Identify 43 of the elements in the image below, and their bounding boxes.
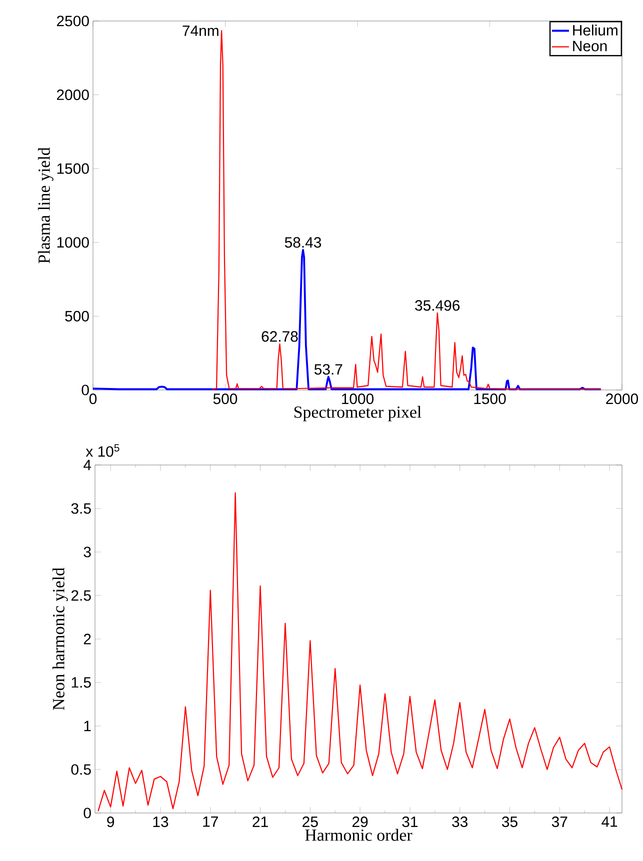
x-tick-label: 31 — [402, 816, 418, 828]
y-tick-label: 0 — [84, 808, 91, 818]
x-tick-label: 33 — [452, 816, 468, 828]
y-tick-label: 0.5 — [71, 764, 91, 775]
x-tick-label: 17 — [203, 816, 218, 827]
x-tick-label: 1500 — [474, 394, 506, 404]
x-tick-label: 13 — [153, 816, 168, 828]
x-axis-title: Spectrometer pixel — [294, 406, 422, 422]
annotation: 35.496 — [415, 300, 460, 311]
y-tick-label: 1500 — [57, 163, 89, 174]
x-tick-label: 29 — [352, 816, 368, 828]
annotation: 58.43 — [284, 237, 322, 248]
x-tick-label: 1000 — [342, 394, 374, 404]
annotation: 62.78 — [262, 331, 298, 342]
y-tick-label: 2500 — [56, 16, 89, 26]
text: x 10$^{5}$ — [86, 444, 120, 457]
y-tick-label: 1000 — [57, 237, 89, 248]
x-tick-label: 9 — [107, 816, 114, 828]
legend-label: Helium — [573, 24, 618, 36]
x-tick-label: 2000 — [606, 394, 638, 404]
y-tick-label: 500 — [65, 310, 89, 322]
y-tick-label: 1.5 — [72, 677, 91, 688]
x-tick-label: 25 — [302, 816, 318, 828]
line-series — [98, 492, 623, 812]
x-tick-label: 37 — [552, 816, 568, 828]
y-tick-label: 2 — [84, 634, 91, 644]
y-axis-title: Neon harmonic yield — [52, 568, 68, 710]
legend-label: Neon — [573, 40, 607, 52]
y-tick-label: 3 — [84, 546, 91, 558]
y-tick-label: 0 — [82, 384, 89, 396]
y-tick-label: 2000 — [56, 89, 89, 100]
y-tick-label: 1 — [84, 720, 91, 732]
y-axis-title: Plasma line yield — [38, 147, 54, 264]
x-tick-label: 21 — [252, 816, 268, 827]
y-tick-label: 2.5 — [71, 590, 91, 601]
y-tick-label: 4 — [84, 460, 92, 470]
x-tick-label: 35 — [502, 816, 518, 828]
annotation: 74nm — [182, 26, 218, 36]
x-axis-title: Harmonic order — [305, 828, 412, 841]
annotation: 53.7 — [314, 364, 342, 375]
y-tick-label: 3.5 — [71, 503, 91, 514]
x-tick-label: 41 — [602, 816, 618, 827]
x-tick-label: 500 — [213, 394, 238, 404]
